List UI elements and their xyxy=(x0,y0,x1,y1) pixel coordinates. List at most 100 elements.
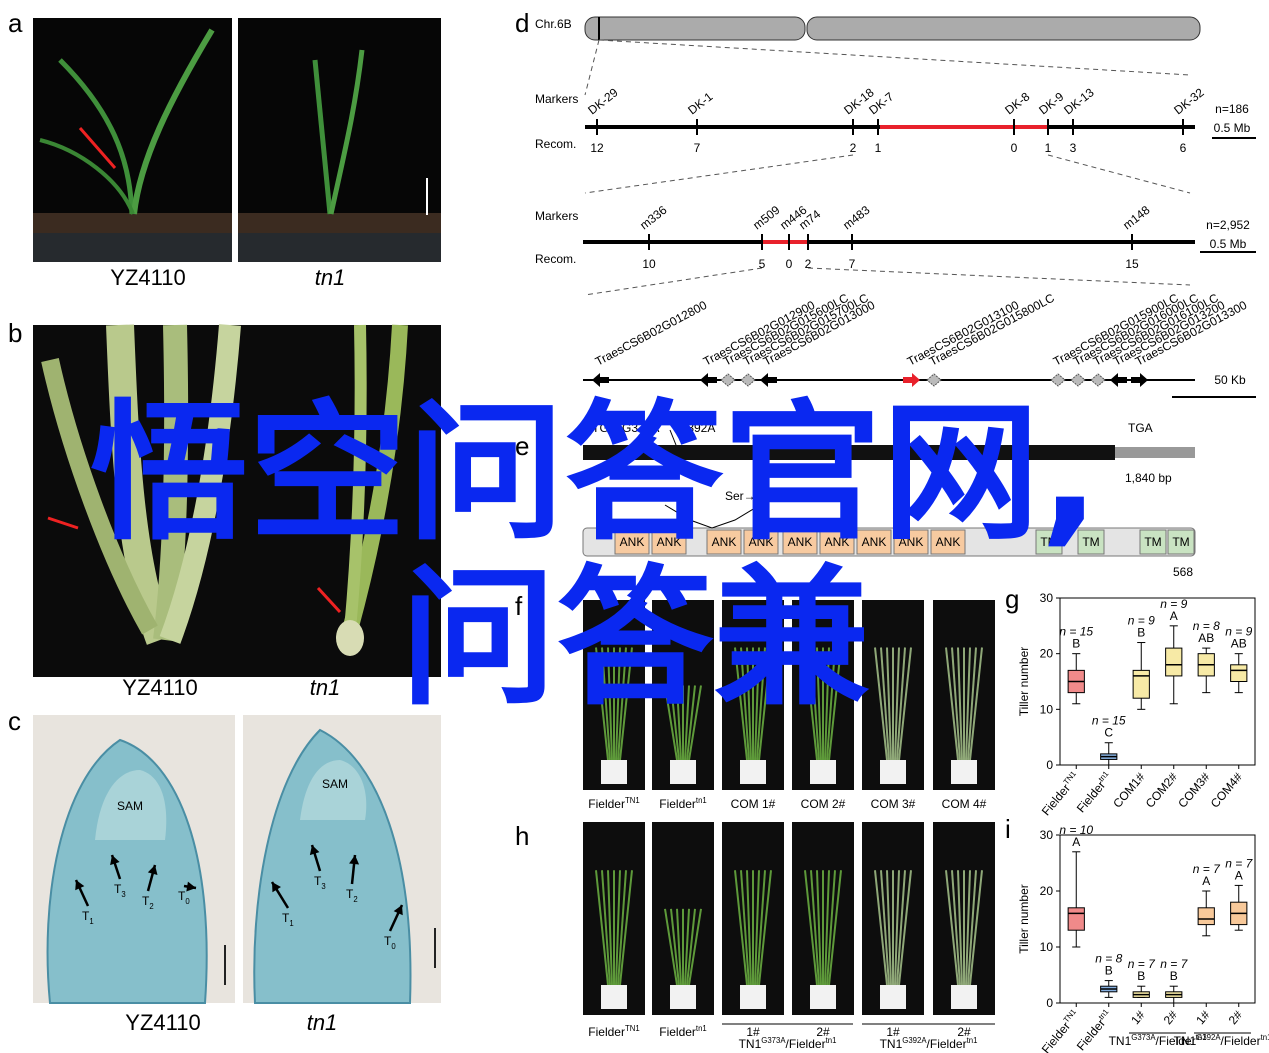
group-label-part: G392A xyxy=(902,1036,927,1045)
pot xyxy=(601,760,627,784)
caption: 2# xyxy=(816,1025,830,1039)
pot xyxy=(740,985,766,1009)
marker-name: m483 xyxy=(840,203,873,233)
box xyxy=(1132,669,1150,699)
stem xyxy=(957,870,963,986)
stem xyxy=(880,870,890,986)
stem xyxy=(664,908,678,986)
recom-value: 3 xyxy=(1070,141,1077,155)
tm-label: TM xyxy=(1040,535,1057,549)
chromosome xyxy=(583,16,1256,398)
ank-domain xyxy=(782,529,818,555)
marker-name: DK-8 xyxy=(1002,89,1032,117)
group-label-part: /Fielder xyxy=(786,1037,826,1051)
recom-value: 1 xyxy=(875,141,882,155)
group-label: TN1G392A/Fieldertn1 xyxy=(1174,1033,1269,1048)
x-tick-label: COM1# xyxy=(1110,770,1148,811)
n-label: n = 15 xyxy=(1059,625,1093,639)
caption: tn1 xyxy=(310,675,341,700)
stem xyxy=(874,870,888,986)
ank-label: ANK xyxy=(862,535,887,549)
arrow-head xyxy=(186,881,197,892)
gene-arrow xyxy=(1050,373,1066,387)
stem xyxy=(676,685,682,761)
stem xyxy=(615,647,621,761)
scale-label: 0.5 Mb xyxy=(1210,237,1247,251)
group-label-part: tn1 xyxy=(826,1036,837,1045)
arrow-head xyxy=(75,880,85,891)
gene-arrow xyxy=(903,373,920,387)
aa-change: Ala→Thr xyxy=(640,489,687,503)
photo-b xyxy=(33,324,441,677)
recom-label: Recom. xyxy=(535,252,576,266)
stem xyxy=(965,870,971,986)
stem xyxy=(756,647,766,761)
letter-label: A xyxy=(1202,874,1210,888)
tm-domain xyxy=(1035,529,1063,555)
arrow-head xyxy=(349,855,360,865)
panel-label: d xyxy=(515,8,529,38)
gene-arrow xyxy=(592,373,609,387)
stem xyxy=(740,647,750,761)
tm-domain xyxy=(1139,529,1167,555)
n-label: n=186 xyxy=(1215,102,1249,116)
caption-part: Fielder xyxy=(588,1025,625,1039)
stem xyxy=(886,647,892,761)
tiller-label-part: T xyxy=(346,887,354,901)
n-label: n = 10 xyxy=(1059,823,1093,837)
stem xyxy=(969,870,983,986)
stem xyxy=(607,647,613,761)
recom-value: 0 xyxy=(1011,141,1018,155)
caption: YZ4110 xyxy=(110,265,185,290)
caption: tn1 xyxy=(315,265,346,290)
stem xyxy=(734,647,748,761)
ank-domain xyxy=(856,529,892,555)
caption: 2# xyxy=(957,1025,971,1039)
stem xyxy=(619,870,633,986)
pot xyxy=(810,760,836,784)
tiller-label-part: 1 xyxy=(89,917,93,926)
sam-label: SAM xyxy=(322,777,348,791)
panel-label: a xyxy=(8,8,23,38)
x-tick-label: 2# xyxy=(1226,1008,1246,1027)
gene-arrow xyxy=(1110,373,1127,387)
ank-domain xyxy=(893,529,929,555)
tiller-label: T1 xyxy=(282,911,294,928)
tiller-label-part: 2 xyxy=(149,902,153,911)
panel-label: i xyxy=(1005,814,1011,844)
stem xyxy=(670,685,680,761)
ank-label: ANK xyxy=(620,535,645,549)
caption: YZ4110 xyxy=(125,1010,200,1035)
pot xyxy=(740,760,766,784)
stem xyxy=(758,870,772,986)
ank-domain xyxy=(651,529,687,555)
sam-label: SAM xyxy=(117,799,143,813)
gene-name: TraesCS6B02G015800LC xyxy=(927,291,1057,369)
gene-arrow xyxy=(1131,373,1148,387)
caption-part: tn1 xyxy=(696,796,707,805)
stem xyxy=(816,647,822,761)
tiller-label-part: 3 xyxy=(121,890,125,899)
group-label-part: tn1 xyxy=(967,1036,978,1045)
arrow-head xyxy=(309,845,320,856)
caption: COM 1# xyxy=(731,797,776,811)
letter-label: B xyxy=(1137,626,1145,640)
gene-arrow xyxy=(740,373,756,387)
tiller-label-part: T xyxy=(82,909,90,923)
recom-value: 5 xyxy=(759,257,766,271)
caption: FielderTN1 xyxy=(588,1024,639,1039)
stem xyxy=(886,870,892,986)
stem xyxy=(601,647,611,761)
n-label: n=2,952 xyxy=(1206,218,1250,232)
n-label: n = 9 xyxy=(1128,614,1155,628)
y-tick-label: 20 xyxy=(1040,647,1054,661)
tiller-label: T2 xyxy=(346,887,358,904)
gene-name: TraesCS6B02G013100 xyxy=(905,298,1022,369)
x-tick-label: COM3# xyxy=(1175,770,1213,811)
recom-value: 0 xyxy=(786,257,793,271)
stem xyxy=(756,870,766,986)
scale-label: 0.5 Mb xyxy=(1214,121,1251,135)
gene-arrow xyxy=(720,373,736,387)
marker-name: m509 xyxy=(750,203,783,233)
